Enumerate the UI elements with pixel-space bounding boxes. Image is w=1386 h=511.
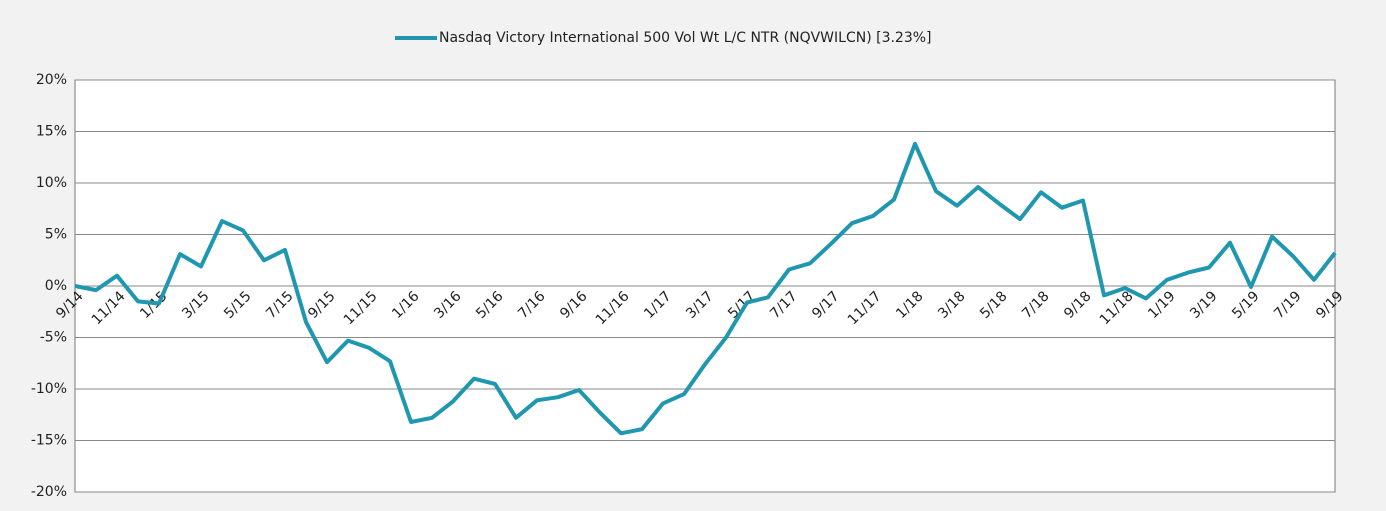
y-tick-label: -15% bbox=[31, 433, 67, 449]
y-tick-label: -20% bbox=[31, 484, 67, 500]
y-tick-label: -10% bbox=[31, 381, 67, 397]
y-tick-label: 20% bbox=[36, 72, 67, 88]
y-tick-label: -5% bbox=[40, 330, 67, 346]
y-tick-label: 15% bbox=[36, 124, 67, 140]
legend-label: Nasdaq Victory International 500 Vol Wt … bbox=[439, 30, 932, 46]
y-tick-label: 0% bbox=[45, 278, 67, 294]
y-tick-label: 5% bbox=[45, 227, 67, 243]
y-tick-label: 10% bbox=[36, 175, 67, 191]
series-line bbox=[74, 141, 1337, 436]
